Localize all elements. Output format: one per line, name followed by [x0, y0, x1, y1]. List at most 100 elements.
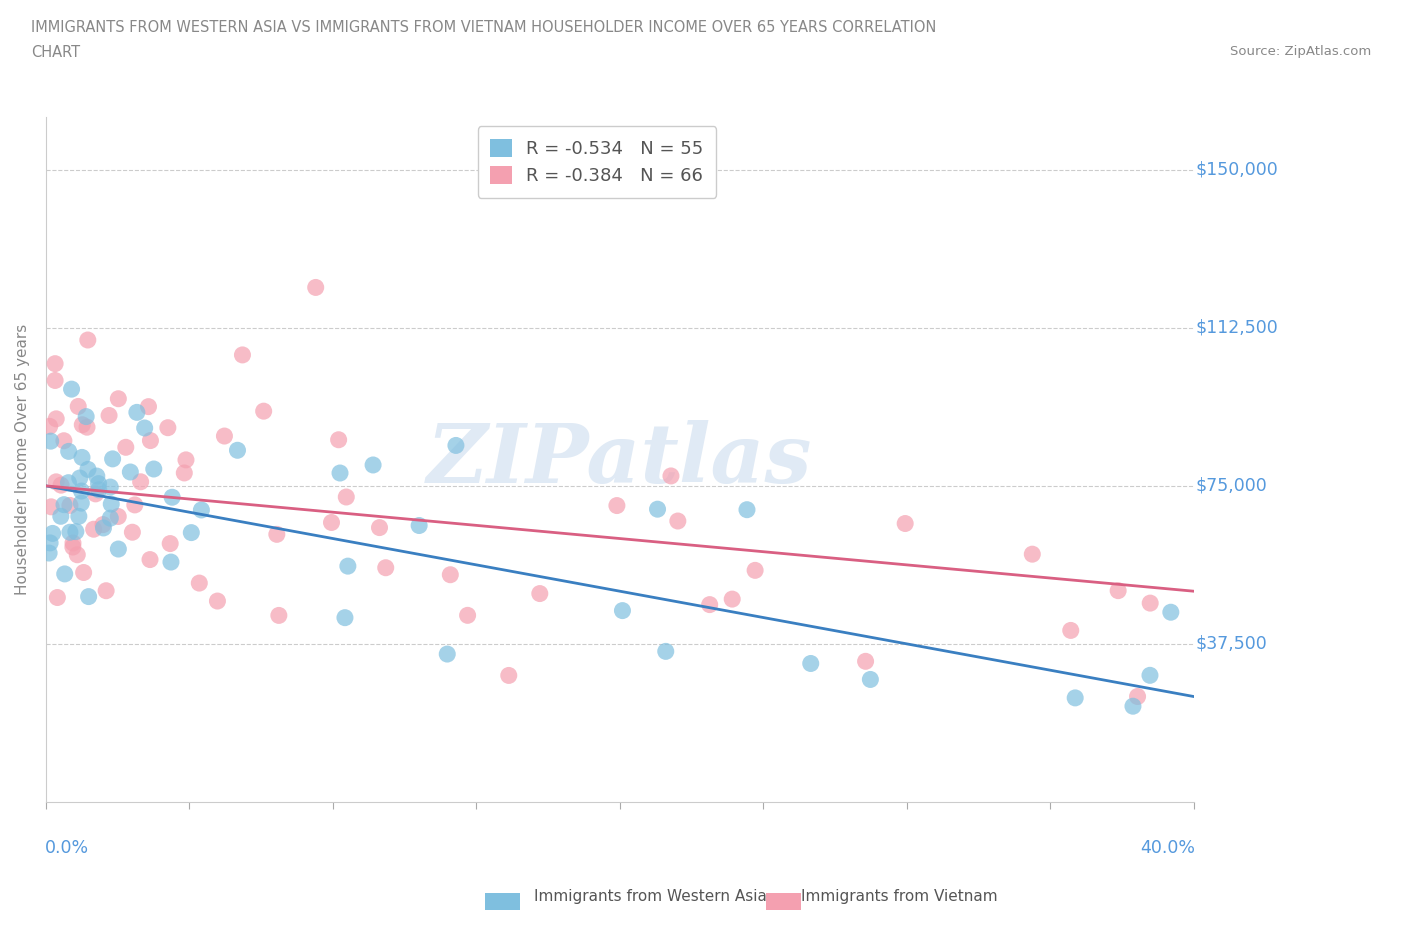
Point	[180, 525, 202, 540]
Point	[49, 478, 72, 493]
Point	[1021, 547, 1043, 562]
Point	[62, 536, 84, 551]
Point	[107, 541, 129, 556]
Point	[444, 438, 467, 453]
Y-axis label: Householder Income Over 65 years: Householder Income Over 65 years	[15, 324, 30, 595]
Point	[38, 418, 60, 433]
Point	[87, 476, 110, 491]
Point	[612, 604, 634, 618]
Point	[328, 432, 350, 447]
Point	[41, 526, 63, 541]
Text: Immigrants from Western Asia: Immigrants from Western Asia	[534, 889, 768, 904]
Point	[498, 668, 520, 683]
Point	[121, 525, 143, 539]
Text: ZIPatlas: ZIPatlas	[427, 419, 813, 499]
Point	[214, 429, 236, 444]
Point	[77, 462, 100, 477]
Point	[1126, 689, 1149, 704]
Point	[45, 474, 67, 489]
Text: CHART: CHART	[31, 45, 80, 60]
Point	[894, 516, 917, 531]
Point	[39, 536, 62, 551]
Point	[1064, 690, 1087, 705]
Point	[58, 444, 80, 458]
Point	[174, 452, 197, 467]
Point	[190, 502, 212, 517]
Point	[735, 502, 758, 517]
Point	[124, 498, 146, 512]
Point	[659, 469, 682, 484]
Point	[134, 420, 156, 435]
Point	[129, 474, 152, 489]
Text: Source: ZipAtlas.com: Source: ZipAtlas.com	[1230, 45, 1371, 58]
Text: 40.0%: 40.0%	[1140, 840, 1195, 857]
Point	[647, 502, 669, 517]
Point	[101, 451, 124, 466]
Point	[139, 433, 162, 448]
Point	[336, 559, 359, 574]
Point	[160, 490, 183, 505]
Point	[76, 419, 98, 434]
Point	[67, 399, 90, 414]
Point	[1160, 604, 1182, 619]
Point	[436, 646, 458, 661]
Point	[98, 480, 121, 495]
Point	[266, 527, 288, 542]
Point	[267, 608, 290, 623]
Point	[100, 497, 122, 512]
Point	[87, 483, 110, 498]
Point	[38, 546, 60, 561]
Point	[52, 433, 75, 448]
Point	[253, 404, 276, 418]
Point	[655, 644, 678, 658]
Point	[226, 443, 249, 458]
Point	[744, 563, 766, 578]
Text: $75,000: $75,000	[1197, 477, 1268, 495]
Point	[86, 469, 108, 484]
Point	[62, 539, 84, 554]
Point	[666, 513, 689, 528]
Point	[335, 489, 357, 504]
Point	[207, 593, 229, 608]
Legend: R = -0.534   N = 55, R = -0.384   N = 66: R = -0.534 N = 55, R = -0.384 N = 66	[478, 126, 716, 197]
Point	[333, 610, 356, 625]
Text: $112,500: $112,500	[1197, 319, 1278, 337]
Point	[59, 525, 82, 539]
Text: 0.0%: 0.0%	[45, 840, 89, 857]
Point	[160, 554, 183, 569]
Point	[72, 418, 94, 432]
Point	[606, 498, 628, 513]
Point	[120, 465, 142, 480]
Point	[76, 333, 98, 348]
Point	[138, 399, 160, 414]
Point	[60, 381, 83, 396]
Point	[361, 458, 384, 472]
Point	[114, 440, 136, 455]
Point	[139, 552, 162, 567]
Point	[1060, 623, 1083, 638]
Point	[77, 590, 100, 604]
Text: $37,500: $37,500	[1197, 635, 1268, 653]
Point	[368, 520, 391, 535]
Point	[44, 373, 66, 388]
Point	[125, 405, 148, 419]
Point	[305, 280, 328, 295]
Point	[72, 565, 94, 580]
Point	[58, 475, 80, 490]
Point	[173, 466, 195, 481]
Point	[70, 484, 93, 498]
Point	[142, 461, 165, 476]
Text: IMMIGRANTS FROM WESTERN ASIA VS IMMIGRANTS FROM VIETNAM HOUSEHOLDER INCOME OVER : IMMIGRANTS FROM WESTERN ASIA VS IMMIGRAN…	[31, 20, 936, 35]
Point	[408, 518, 430, 533]
Point	[70, 450, 93, 465]
Point	[44, 356, 66, 371]
Point	[39, 433, 62, 448]
Point	[45, 411, 67, 426]
Point	[98, 408, 121, 423]
Point	[457, 608, 479, 623]
Point	[75, 409, 97, 424]
Point	[855, 654, 877, 669]
Point	[46, 590, 69, 604]
Text: Immigrants from Vietnam: Immigrants from Vietnam	[801, 889, 998, 904]
Point	[66, 548, 89, 563]
